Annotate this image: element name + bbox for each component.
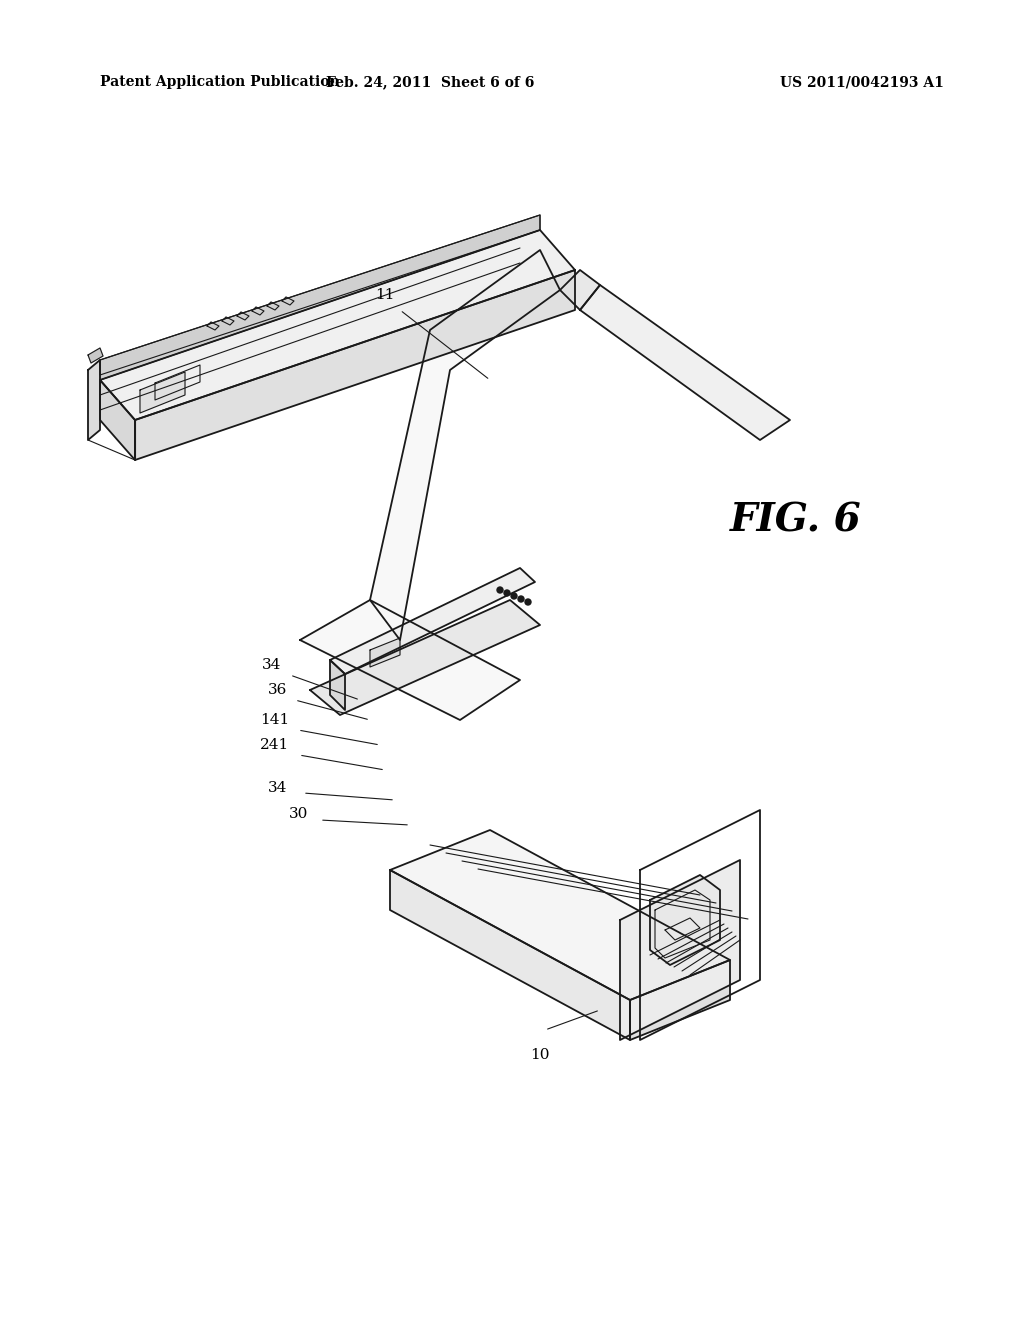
Polygon shape <box>88 360 100 440</box>
Text: 11: 11 <box>375 288 394 302</box>
Polygon shape <box>560 271 600 310</box>
Polygon shape <box>282 297 294 305</box>
Polygon shape <box>330 660 345 710</box>
Text: US 2011/0042193 A1: US 2011/0042193 A1 <box>780 75 944 88</box>
Polygon shape <box>310 601 540 715</box>
Polygon shape <box>222 317 234 325</box>
Polygon shape <box>237 312 249 319</box>
Polygon shape <box>370 638 400 667</box>
Text: Patent Application Publication: Patent Application Publication <box>100 75 340 88</box>
Polygon shape <box>100 380 135 459</box>
Text: Feb. 24, 2011  Sheet 6 of 6: Feb. 24, 2011 Sheet 6 of 6 <box>326 75 535 88</box>
Text: 34: 34 <box>268 781 288 795</box>
Polygon shape <box>100 215 540 380</box>
Circle shape <box>497 587 503 593</box>
Text: 10: 10 <box>530 1048 550 1063</box>
Polygon shape <box>100 230 575 420</box>
Circle shape <box>518 597 524 602</box>
Text: FIG. 6: FIG. 6 <box>730 502 861 539</box>
Polygon shape <box>88 348 103 363</box>
Text: 30: 30 <box>290 807 308 821</box>
Text: 34: 34 <box>262 657 282 672</box>
Polygon shape <box>207 322 219 330</box>
Text: 36: 36 <box>268 682 288 697</box>
Polygon shape <box>252 308 264 315</box>
Polygon shape <box>620 861 740 1040</box>
Polygon shape <box>630 960 730 1040</box>
Circle shape <box>525 599 531 605</box>
Polygon shape <box>267 302 279 310</box>
Polygon shape <box>370 249 560 640</box>
Polygon shape <box>300 601 520 719</box>
Polygon shape <box>135 271 575 459</box>
Polygon shape <box>140 372 185 413</box>
Polygon shape <box>390 870 630 1040</box>
Polygon shape <box>330 568 535 675</box>
Circle shape <box>511 593 517 599</box>
Polygon shape <box>390 830 730 1001</box>
Text: 241: 241 <box>260 738 290 752</box>
Polygon shape <box>650 875 720 965</box>
Polygon shape <box>100 215 540 375</box>
Circle shape <box>504 590 510 597</box>
Text: 141: 141 <box>260 713 290 727</box>
Polygon shape <box>580 285 790 440</box>
